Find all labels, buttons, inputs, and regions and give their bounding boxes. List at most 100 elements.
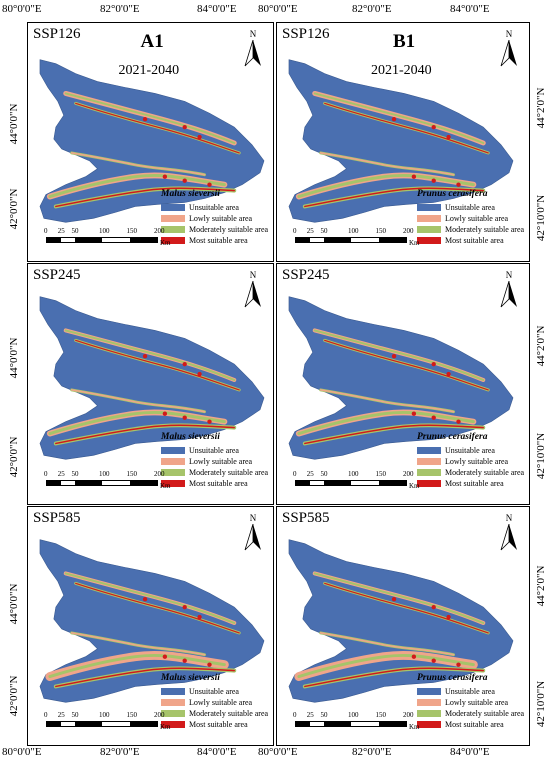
legend-item: Moderately suitable area <box>161 708 268 719</box>
north-label: N <box>505 513 513 523</box>
legend-label: Lowly suitable area <box>189 457 253 466</box>
scale-segment <box>378 481 406 485</box>
most-suitable-spot <box>197 614 202 620</box>
most-suitable-spot <box>431 604 436 610</box>
most-suitable-spot <box>431 361 436 367</box>
suitability-zone <box>64 329 236 381</box>
scale-segment <box>74 238 102 242</box>
legend-item: Most suitable area <box>417 478 524 489</box>
legend-swatch <box>161 699 185 706</box>
period-label: 2021-2040 <box>118 63 180 78</box>
legend: Prunus cerasifera Unsuitable area Lowly su… <box>417 189 524 246</box>
legend-label: Unsuitable area <box>189 446 239 455</box>
scale-segment <box>378 722 406 726</box>
legend-swatch <box>417 480 441 487</box>
legend-item: Most suitable area <box>417 235 524 246</box>
legend-swatch <box>417 688 441 695</box>
suitability-zone <box>64 572 236 624</box>
legend-label: Unsuitable area <box>445 203 495 212</box>
scale-segment <box>47 238 61 242</box>
legend-label: Most suitable area <box>189 720 248 729</box>
legend-swatch <box>161 469 185 476</box>
most-suitable-spot <box>207 419 212 424</box>
legend-item: Moderately suitable area <box>417 467 524 478</box>
legend-item: Unsuitable area <box>417 202 524 213</box>
legend-label: Most suitable area <box>445 236 504 245</box>
north-label: N <box>249 513 257 523</box>
scale-tick-label: 0 <box>293 227 297 235</box>
most-suitable-spot <box>182 658 187 663</box>
scale-tick-label: 150 <box>126 470 138 478</box>
most-suitable-spot <box>197 371 202 377</box>
legend-label: Moderately suitable area <box>189 225 269 234</box>
scale-segment <box>296 481 310 485</box>
scale-tick-label: 25 <box>57 227 65 235</box>
scale-segment <box>47 481 61 485</box>
suitability-zone <box>70 632 206 656</box>
species-name: Prunus cerasifera <box>417 673 488 683</box>
scale-tick-label: 100 <box>99 470 110 478</box>
left-lat-label: 42°0'0"N <box>8 436 20 478</box>
species-name: Malus sieversii <box>161 432 220 442</box>
scale-tick-label: 50 <box>71 711 79 719</box>
scale-segment <box>323 238 351 242</box>
map-panel: SSP245 N Prunus cerasifera Unsuitable area L… <box>276 263 530 505</box>
suitability-map <box>39 539 265 703</box>
legend: Malus sieversii Unsuitable area Lowly suit… <box>161 432 268 489</box>
scale-segment <box>296 238 310 242</box>
legend-swatch <box>417 226 441 233</box>
scale-unit: Km <box>409 482 420 490</box>
scale-tick-label: 25 <box>306 711 314 719</box>
suitability-map <box>288 296 514 460</box>
most-suitable-spot <box>431 124 436 130</box>
most-suitable-spot <box>391 117 397 122</box>
legend-swatch <box>161 237 185 244</box>
scale-segment <box>323 481 351 485</box>
suitability-zone <box>75 102 240 154</box>
suitability-zone <box>70 152 206 176</box>
suitability-zone <box>64 92 236 144</box>
scale-bar: 0 25 50 100 150 200 Km <box>44 470 179 492</box>
scale-ticks: 0 25 50 100 150 200 <box>293 711 428 720</box>
suitability-zone <box>55 667 236 688</box>
legend-swatch <box>417 237 441 244</box>
suitability-zone <box>48 173 226 199</box>
species-name: Prunus cerasifera <box>417 189 488 199</box>
legend-item: Unsuitable area <box>161 445 268 456</box>
most-suitable-spot <box>456 662 461 667</box>
legend-swatch <box>161 710 185 717</box>
suitability-zone <box>319 389 455 413</box>
legend-label: Lowly suitable area <box>189 214 253 223</box>
scale-bar-graphic <box>46 480 158 486</box>
legend-swatch <box>161 458 185 465</box>
scale-tick-label: 150 <box>375 711 387 719</box>
most-suitable-spot <box>411 411 417 416</box>
legend-item: Moderately suitable area <box>161 467 268 478</box>
scale-tick-label: 200 <box>403 711 414 719</box>
scale-tick-label: 200 <box>403 470 414 478</box>
map-panel: SSP245 N Malus sieversii Unsuitable area Low… <box>27 263 274 505</box>
legend-label: Unsuitable area <box>189 687 239 696</box>
scale-tick-label: 25 <box>57 711 65 719</box>
scale-tick-label: 25 <box>306 470 314 478</box>
scale-ticks: 0 25 50 100 150 200 <box>293 227 428 236</box>
scale-bar-graphic <box>46 721 158 727</box>
legend: Prunus cerasifera Unsuitable area Lowly su… <box>417 432 524 489</box>
legend-label: Unsuitable area <box>445 446 495 455</box>
scale-tick-label: 200 <box>154 470 165 478</box>
bottom-lon-label: 80°0'0"E <box>2 746 42 758</box>
most-suitable-spot <box>446 614 451 620</box>
species-name: Malus sieversii <box>161 189 220 199</box>
north-arrow: N <box>243 29 263 69</box>
suitability-zone <box>297 173 475 199</box>
most-suitable-spot <box>391 597 397 602</box>
north-arrow-icon <box>500 524 517 551</box>
map-panel: SSP585 N Prunus cerasifera Unsuitable area L… <box>276 506 530 746</box>
legend-swatch <box>161 447 185 454</box>
suitability-zone <box>55 187 236 208</box>
suitability-zone <box>304 667 485 688</box>
study-region <box>288 59 514 223</box>
most-suitable-spot <box>162 174 168 179</box>
top-lon-label: 82°0'0"E <box>100 3 140 15</box>
legend-item: Moderately suitable area <box>417 708 524 719</box>
